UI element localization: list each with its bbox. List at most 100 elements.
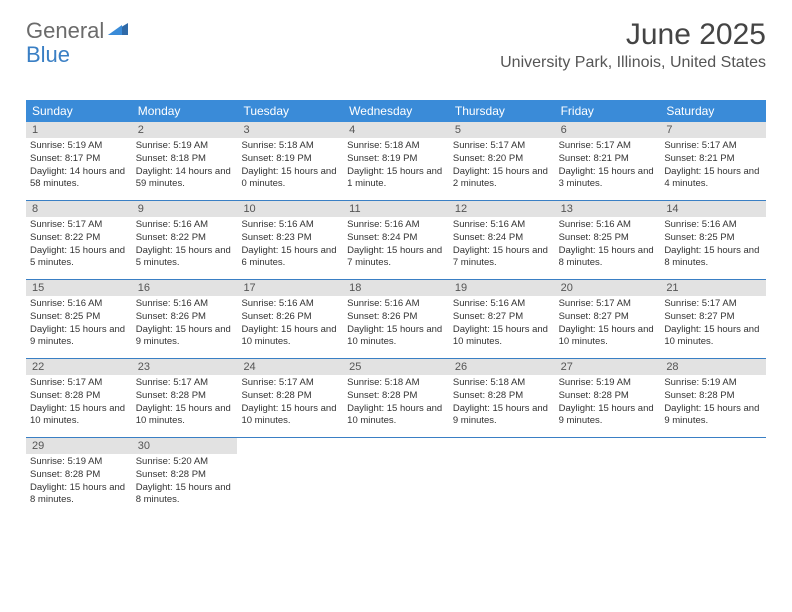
- daylight-text: Daylight: 14 hours and 58 minutes.: [30, 166, 128, 192]
- day-cell: 15Sunrise: 5:16 AMSunset: 8:25 PMDayligh…: [26, 280, 132, 358]
- daylight-text: Daylight: 15 hours and 7 minutes.: [347, 245, 445, 271]
- day-body: Sunrise: 5:16 AMSunset: 8:25 PMDaylight:…: [660, 217, 766, 274]
- day-number: 10: [237, 201, 343, 217]
- location-subtitle: University Park, Illinois, United States: [500, 54, 766, 72]
- day-number: 8: [26, 201, 132, 217]
- day-body: Sunrise: 5:19 AMSunset: 8:28 PMDaylight:…: [660, 375, 766, 432]
- sunset-text: Sunset: 8:26 PM: [136, 311, 234, 324]
- day-cell: 25Sunrise: 5:18 AMSunset: 8:28 PMDayligh…: [343, 359, 449, 437]
- day-cell: 12Sunrise: 5:16 AMSunset: 8:24 PMDayligh…: [449, 201, 555, 279]
- daylight-text: Daylight: 15 hours and 10 minutes.: [559, 324, 657, 350]
- sunrise-text: Sunrise: 5:16 AM: [347, 219, 445, 232]
- sunrise-text: Sunrise: 5:17 AM: [559, 140, 657, 153]
- day-body: Sunrise: 5:19 AMSunset: 8:18 PMDaylight:…: [132, 138, 238, 195]
- daylight-text: Daylight: 15 hours and 5 minutes.: [136, 245, 234, 271]
- day-header: Wednesday: [343, 100, 449, 122]
- logo: General: [26, 18, 132, 44]
- day-cell: 6Sunrise: 5:17 AMSunset: 8:21 PMDaylight…: [555, 122, 661, 200]
- sunrise-text: Sunrise: 5:16 AM: [241, 298, 339, 311]
- sunrise-text: Sunrise: 5:19 AM: [664, 377, 762, 390]
- day-body: Sunrise: 5:17 AMSunset: 8:27 PMDaylight:…: [555, 296, 661, 353]
- day-number: 15: [26, 280, 132, 296]
- day-body: Sunrise: 5:17 AMSunset: 8:28 PMDaylight:…: [237, 375, 343, 432]
- sunset-text: Sunset: 8:27 PM: [453, 311, 551, 324]
- day-number: 9: [132, 201, 238, 217]
- sunset-text: Sunset: 8:28 PM: [30, 469, 128, 482]
- sunset-text: Sunset: 8:18 PM: [136, 153, 234, 166]
- week-row: 8Sunrise: 5:17 AMSunset: 8:22 PMDaylight…: [26, 201, 766, 280]
- day-body: Sunrise: 5:18 AMSunset: 8:19 PMDaylight:…: [237, 138, 343, 195]
- day-body: Sunrise: 5:19 AMSunset: 8:28 PMDaylight:…: [555, 375, 661, 432]
- week-row: 22Sunrise: 5:17 AMSunset: 8:28 PMDayligh…: [26, 359, 766, 438]
- sunset-text: Sunset: 8:28 PM: [347, 390, 445, 403]
- day-number: 5: [449, 122, 555, 138]
- sunrise-text: Sunrise: 5:16 AM: [453, 219, 551, 232]
- sunrise-text: Sunrise: 5:18 AM: [453, 377, 551, 390]
- sunrise-text: Sunrise: 5:19 AM: [136, 140, 234, 153]
- day-body: Sunrise: 5:17 AMSunset: 8:21 PMDaylight:…: [555, 138, 661, 195]
- day-cell: 21Sunrise: 5:17 AMSunset: 8:27 PMDayligh…: [660, 280, 766, 358]
- daylight-text: Daylight: 15 hours and 8 minutes.: [664, 245, 762, 271]
- day-cell: 9Sunrise: 5:16 AMSunset: 8:22 PMDaylight…: [132, 201, 238, 279]
- sunset-text: Sunset: 8:26 PM: [347, 311, 445, 324]
- sunrise-text: Sunrise: 5:17 AM: [559, 298, 657, 311]
- day-header-row: SundayMondayTuesdayWednesdayThursdayFrid…: [26, 100, 766, 122]
- sunset-text: Sunset: 8:25 PM: [664, 232, 762, 245]
- day-body: Sunrise: 5:18 AMSunset: 8:19 PMDaylight:…: [343, 138, 449, 195]
- daylight-text: Daylight: 15 hours and 2 minutes.: [453, 166, 551, 192]
- day-number: 12: [449, 201, 555, 217]
- sunset-text: Sunset: 8:24 PM: [347, 232, 445, 245]
- sunrise-text: Sunrise: 5:16 AM: [241, 219, 339, 232]
- logo-triangle-icon: [108, 21, 130, 42]
- day-cell: 19Sunrise: 5:16 AMSunset: 8:27 PMDayligh…: [449, 280, 555, 358]
- sunrise-text: Sunrise: 5:17 AM: [453, 140, 551, 153]
- day-number: 28: [660, 359, 766, 375]
- day-cell: 17Sunrise: 5:16 AMSunset: 8:26 PMDayligh…: [237, 280, 343, 358]
- daylight-text: Daylight: 15 hours and 4 minutes.: [664, 166, 762, 192]
- sunset-text: Sunset: 8:28 PM: [136, 390, 234, 403]
- day-number: 27: [555, 359, 661, 375]
- day-number: 6: [555, 122, 661, 138]
- sunrise-text: Sunrise: 5:19 AM: [30, 456, 128, 469]
- day-body: Sunrise: 5:17 AMSunset: 8:28 PMDaylight:…: [26, 375, 132, 432]
- sunset-text: Sunset: 8:25 PM: [559, 232, 657, 245]
- day-number: 11: [343, 201, 449, 217]
- day-cell: 7Sunrise: 5:17 AMSunset: 8:21 PMDaylight…: [660, 122, 766, 200]
- sunrise-text: Sunrise: 5:18 AM: [347, 377, 445, 390]
- day-cell: 23Sunrise: 5:17 AMSunset: 8:28 PMDayligh…: [132, 359, 238, 437]
- day-number: 23: [132, 359, 238, 375]
- sunset-text: Sunset: 8:28 PM: [559, 390, 657, 403]
- day-body: Sunrise: 5:18 AMSunset: 8:28 PMDaylight:…: [343, 375, 449, 432]
- day-number: 26: [449, 359, 555, 375]
- daylight-text: Daylight: 15 hours and 9 minutes.: [136, 324, 234, 350]
- daylight-text: Daylight: 15 hours and 8 minutes.: [30, 482, 128, 508]
- day-body: Sunrise: 5:16 AMSunset: 8:26 PMDaylight:…: [237, 296, 343, 353]
- sunrise-text: Sunrise: 5:17 AM: [136, 377, 234, 390]
- week-row: 1Sunrise: 5:19 AMSunset: 8:17 PMDaylight…: [26, 122, 766, 201]
- day-number: 14: [660, 201, 766, 217]
- empty-cell: [660, 438, 766, 516]
- day-body: Sunrise: 5:18 AMSunset: 8:28 PMDaylight:…: [449, 375, 555, 432]
- day-number: 20: [555, 280, 661, 296]
- sunset-text: Sunset: 8:22 PM: [136, 232, 234, 245]
- day-body: Sunrise: 5:16 AMSunset: 8:23 PMDaylight:…: [237, 217, 343, 274]
- day-body: Sunrise: 5:17 AMSunset: 8:27 PMDaylight:…: [660, 296, 766, 353]
- day-cell: 27Sunrise: 5:19 AMSunset: 8:28 PMDayligh…: [555, 359, 661, 437]
- day-cell: 3Sunrise: 5:18 AMSunset: 8:19 PMDaylight…: [237, 122, 343, 200]
- sunrise-text: Sunrise: 5:17 AM: [664, 298, 762, 311]
- day-number: 22: [26, 359, 132, 375]
- day-number: 19: [449, 280, 555, 296]
- daylight-text: Daylight: 15 hours and 10 minutes.: [30, 403, 128, 429]
- sunrise-text: Sunrise: 5:16 AM: [136, 298, 234, 311]
- empty-cell: [555, 438, 661, 516]
- day-number: 18: [343, 280, 449, 296]
- week-row: 15Sunrise: 5:16 AMSunset: 8:25 PMDayligh…: [26, 280, 766, 359]
- sunrise-text: Sunrise: 5:19 AM: [559, 377, 657, 390]
- sunrise-text: Sunrise: 5:16 AM: [559, 219, 657, 232]
- day-cell: 11 Sunrise: 5:16 AMSunset: 8:24 PMDayligh…: [343, 201, 449, 279]
- header: General June 2025 University Park, Illin…: [26, 18, 766, 72]
- daylight-text: Daylight: 15 hours and 10 minutes.: [241, 324, 339, 350]
- month-title: June 2025: [500, 18, 766, 52]
- sunrise-text: Sunrise: 5:16 AM: [30, 298, 128, 311]
- sunrise-text: Sunrise: 5:20 AM: [136, 456, 234, 469]
